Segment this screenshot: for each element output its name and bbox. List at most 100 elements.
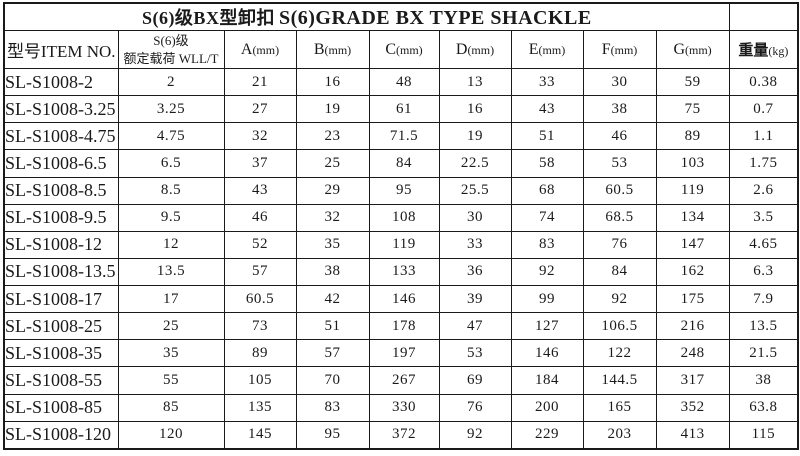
col-header-weight: 重量(kg) (728, 30, 799, 69)
value-cell: 127 (510, 312, 584, 341)
value-cell: 60.5 (223, 284, 297, 314)
value-cell: 61 (368, 95, 440, 124)
value-cell: 73 (223, 312, 297, 341)
col-unit: (mm) (467, 42, 495, 57)
value-cell: 95 (295, 420, 370, 450)
col-unit: (mm) (396, 42, 423, 57)
value-cell: 59 (655, 67, 730, 97)
table-row: SL-S1008-120 120 145 95 372 92 229 203 413 115 (3, 420, 799, 450)
value-cell: 122 (582, 339, 657, 368)
value-cell: 30 (582, 67, 657, 97)
value-cell: 57 (295, 339, 370, 368)
value-cell: 74 (510, 203, 584, 232)
value-cell: 69 (438, 366, 512, 395)
value-cell: 23 (295, 122, 370, 151)
value-cell: 144.5 (582, 366, 657, 395)
value-cell: 36 (438, 257, 512, 287)
table-row: SL-S1008-85 85 135 83 330 76 200 165 352 63.8 (3, 393, 799, 422)
value-cell: 8.5 (117, 176, 225, 205)
value-cell: 16 (295, 67, 370, 97)
col-header-item-no: 型号ITEM NO. (3, 30, 119, 69)
col-unit: (mm) (538, 42, 566, 57)
value-cell: 21 (223, 67, 297, 97)
item-no-cell: SL-S1008-4.75 (3, 122, 119, 151)
value-cell: 70 (295, 366, 370, 395)
value-cell: 19 (295, 95, 370, 124)
item-no-cell: SL-S1008-85 (3, 393, 119, 422)
col-letter: C (385, 40, 396, 58)
value-cell: 200 (510, 393, 584, 422)
table-row: SL-S1008-2 2 21 16 48 13 33 30 59 0.38 (3, 67, 799, 97)
value-cell: 89 (655, 122, 730, 151)
value-cell: 178 (368, 312, 440, 341)
value-cell: 2.6 (728, 176, 799, 205)
value-cell: 103 (655, 149, 730, 178)
value-cell: 27 (223, 95, 297, 124)
col-header-wll-line2: 额定载荷 WLL/T (123, 50, 219, 66)
value-cell: 25 (295, 149, 370, 178)
col-letter: E (528, 40, 539, 58)
col-header-d: D(mm) (438, 30, 512, 69)
value-cell: 43 (223, 176, 297, 205)
value-cell: 12 (117, 230, 225, 259)
value-cell: 42 (295, 284, 370, 314)
value-cell: 60.5 (582, 176, 657, 205)
value-cell: 25 (117, 312, 225, 341)
item-no-cell: SL-S1008-120 (3, 420, 119, 450)
value-cell: 2 (117, 67, 225, 97)
col-letter: B (313, 40, 325, 58)
value-cell: 76 (438, 393, 512, 422)
value-cell: 248 (655, 339, 730, 368)
value-cell: 35 (295, 230, 370, 259)
value-cell: 165 (582, 393, 657, 422)
value-cell: 51 (510, 122, 584, 151)
title-row-empty-cell (728, 2, 799, 31)
value-cell: 133 (368, 257, 440, 287)
value-cell: 58 (510, 149, 584, 178)
value-cell: 83 (295, 393, 370, 422)
value-cell: 7.9 (728, 284, 799, 314)
value-cell: 38 (582, 95, 657, 124)
value-cell: 37 (223, 149, 297, 178)
table-row: SL-S1008-6.5 6.5 37 25 84 22.5 58 53 103 1.75 (3, 149, 799, 178)
value-cell: 92 (582, 284, 657, 314)
value-cell: 9.5 (117, 203, 225, 232)
value-cell: 115 (728, 420, 799, 450)
table-row: SL-S1008-4.75 4.75 32 23 71.5 19 51 46 89 1.1 (3, 122, 799, 151)
table-row: SL-S1008-17 17 60.5 42 146 39 99 92 175 7.9 (3, 284, 799, 314)
value-cell: 92 (438, 420, 512, 450)
value-cell: 6.3 (728, 257, 799, 287)
table-row: SL-S1008-9.5 9.5 46 32 108 30 74 68.5 134 3.5 (3, 203, 799, 232)
value-cell: 21.5 (728, 339, 799, 368)
table-title-english: S(6)GRADE BX TYPE SHACKLE (278, 7, 592, 29)
value-cell: 43 (510, 95, 584, 124)
value-cell: 413 (655, 420, 730, 450)
value-cell: 35 (117, 339, 225, 368)
col-header-c: C(mm) (368, 30, 440, 69)
item-no-cell: SL-S1008-9.5 (3, 203, 119, 232)
value-cell: 89 (223, 339, 297, 368)
header-row: 型号ITEM NO. S(6)级 额定载荷 WLL/T A(mm) B(mm) … (3, 30, 799, 69)
value-cell: 92 (510, 257, 584, 287)
table-row: SL-S1008-35 35 89 57 197 53 146 122 248 21.5 (3, 339, 799, 368)
value-cell: 55 (117, 366, 225, 395)
value-cell: 53 (438, 339, 512, 368)
value-cell: 197 (368, 339, 440, 368)
value-cell: 6.5 (117, 149, 225, 178)
col-letter: A (240, 40, 253, 58)
value-cell: 19 (438, 122, 512, 151)
table-row: SL-S1008-3.25 3.25 27 19 61 16 43 38 75 0.7 (3, 95, 799, 124)
item-no-cell: SL-S1008-55 (3, 366, 119, 395)
col-unit: (mm) (610, 42, 638, 57)
item-no-cell: SL-S1008-13.5 (3, 257, 119, 287)
value-cell: 3.5 (728, 203, 799, 232)
table-row: SL-S1008-8.5 8.5 43 29 95 25.5 68 60.5 119 2.6 (3, 176, 799, 205)
weight-label: 重量 (738, 43, 769, 59)
col-header-wll: S(6)级 额定载荷 WLL/T (117, 30, 225, 69)
value-cell: 134 (655, 203, 730, 232)
value-cell: 267 (368, 366, 440, 395)
value-cell: 216 (655, 312, 730, 341)
col-header-wll-line1: S(6)级 (153, 32, 189, 48)
value-cell: 32 (223, 122, 297, 151)
value-cell: 119 (368, 230, 440, 259)
